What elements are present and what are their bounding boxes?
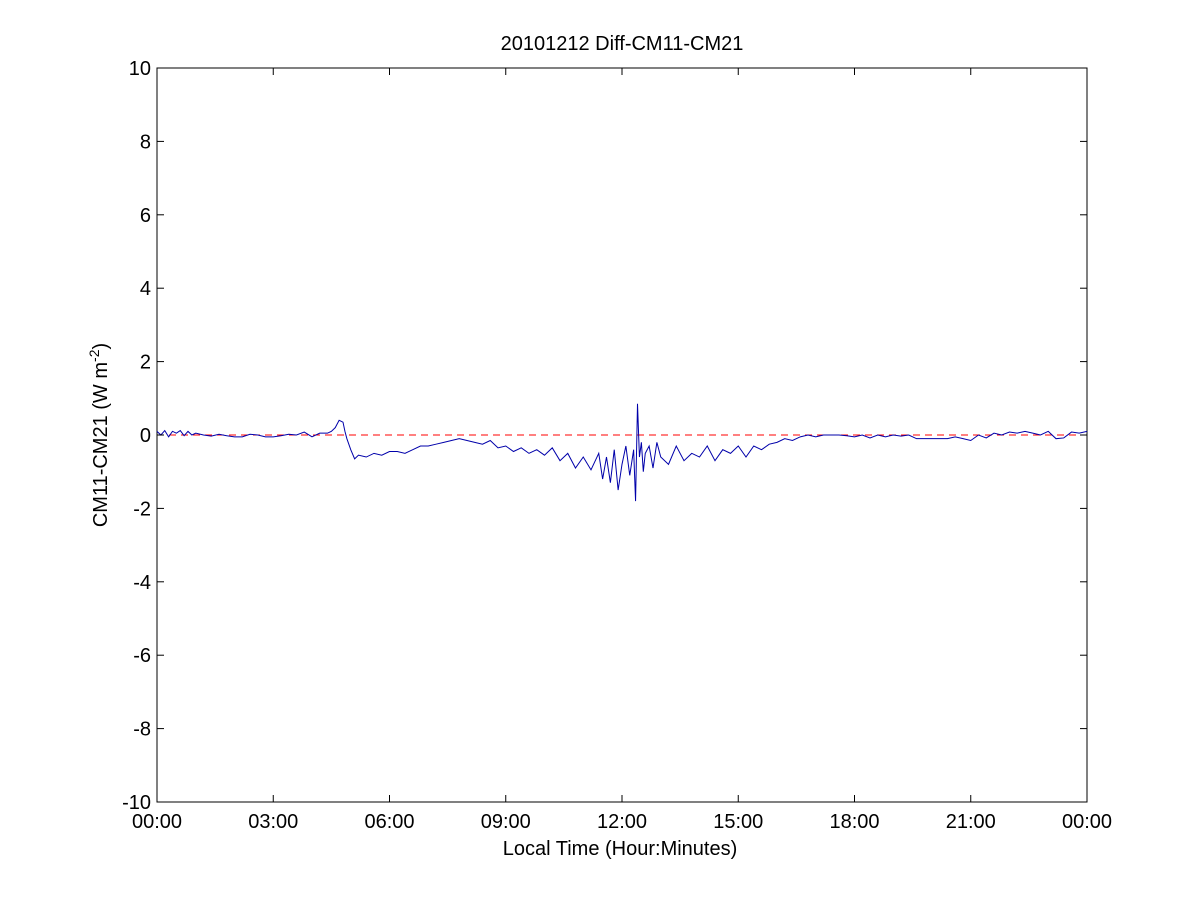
y-tick-label: 6 bbox=[140, 205, 151, 227]
y-tick-label: -2 bbox=[133, 498, 151, 520]
y-tick-label: -4 bbox=[133, 572, 151, 594]
y-axis-label-superscript: -2 bbox=[86, 349, 102, 362]
x-tick-label: 03:00 bbox=[248, 811, 298, 833]
x-axis-label: Local Time (Hour:Minutes) bbox=[503, 838, 738, 860]
data-series-line bbox=[156, 403, 1088, 502]
y-tick-label: -6 bbox=[133, 645, 151, 667]
y-tick-label: 10 bbox=[129, 58, 151, 80]
y-axis-label-text: CM11-CM21 (W m bbox=[90, 362, 112, 527]
y-tick-label: 4 bbox=[140, 278, 151, 300]
y-tick-label: 8 bbox=[140, 131, 151, 153]
y-tick-label: 2 bbox=[140, 352, 151, 374]
data-series-group bbox=[156, 403, 1088, 502]
y-axis-label-suffix: ) bbox=[90, 343, 112, 350]
x-tick-label: 09:00 bbox=[481, 811, 531, 833]
y-axis-label: CM11-CM21 (W m-2) bbox=[86, 343, 112, 527]
y-axis-ticks: -10 -8 -6 -4 -2 0 2 4 6 8 10 bbox=[122, 58, 1087, 814]
y-tick-label: 0 bbox=[140, 425, 151, 447]
x-tick-label: 06:00 bbox=[364, 811, 414, 833]
x-tick-label: 15:00 bbox=[713, 811, 763, 833]
x-tick-label: 18:00 bbox=[829, 811, 879, 833]
x-tick-label: 21:00 bbox=[946, 811, 996, 833]
x-tick-label: 00:00 bbox=[132, 811, 182, 833]
chart-title: 20101212 Diff-CM11-CM21 bbox=[501, 33, 744, 55]
y-tick-label: -10 bbox=[122, 792, 151, 814]
y-tick-label: -8 bbox=[133, 719, 151, 741]
x-axis-ticks: 00:00 03:00 06:00 09:00 12:00 15:00 18:00 21:00… bbox=[132, 68, 1112, 833]
x-tick-label: 00:00 bbox=[1062, 811, 1112, 833]
x-tick-label: 12:00 bbox=[597, 811, 647, 833]
